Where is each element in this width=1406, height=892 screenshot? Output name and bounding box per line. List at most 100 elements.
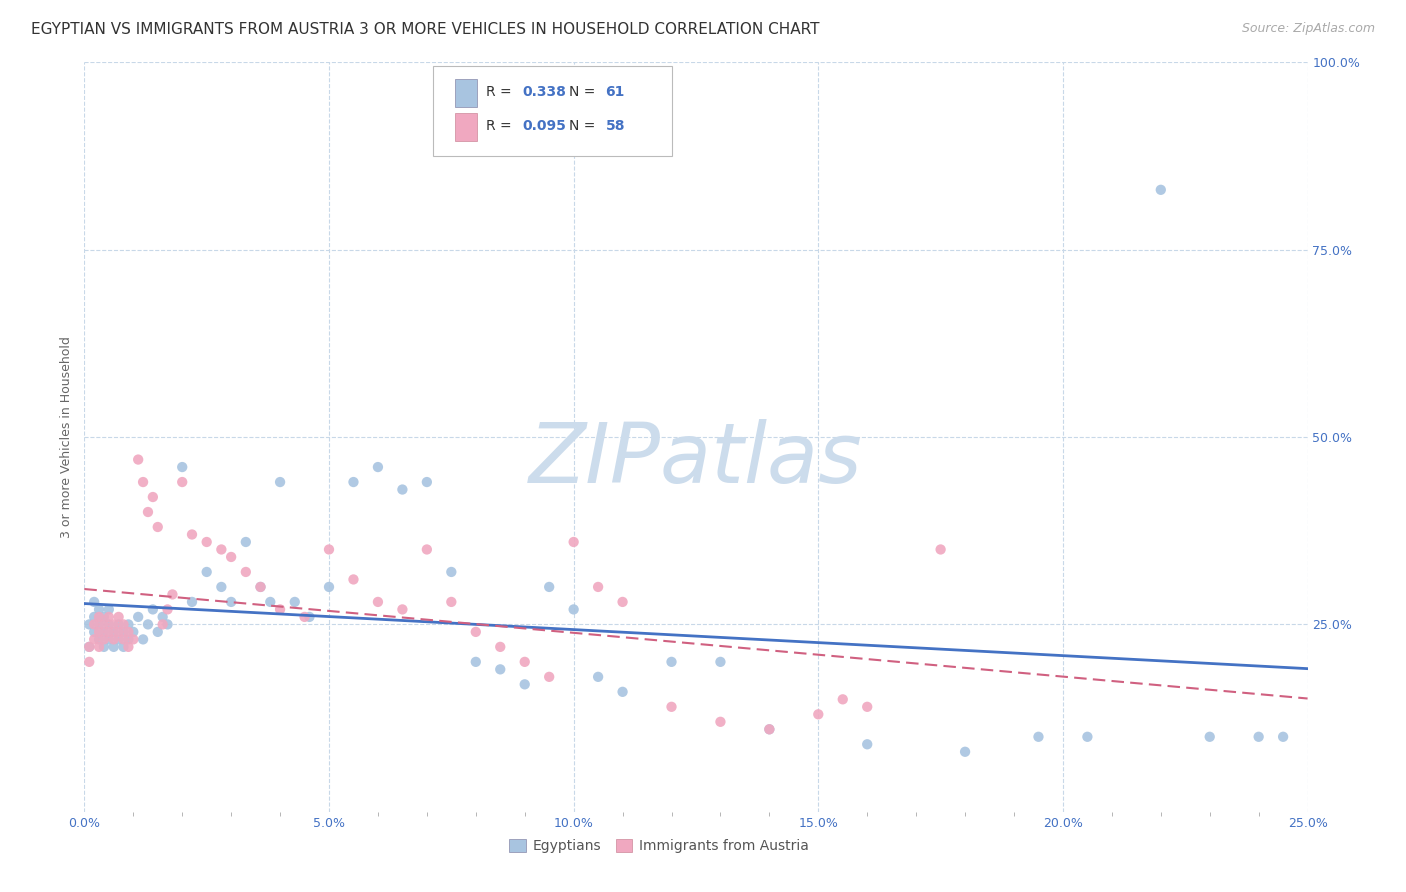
Point <box>172 460 194 475</box>
Point <box>162 587 184 601</box>
Text: Source: ZipAtlas.com: Source: ZipAtlas.com <box>1241 22 1375 36</box>
Point <box>929 542 952 557</box>
Point <box>97 632 120 647</box>
Point <box>112 617 135 632</box>
Point <box>562 602 585 616</box>
Point <box>87 640 110 654</box>
Point <box>156 602 179 616</box>
Point <box>77 617 100 632</box>
Point <box>87 632 110 647</box>
Point <box>1198 730 1220 744</box>
Point <box>142 490 165 504</box>
Point <box>586 580 609 594</box>
Point <box>209 542 232 557</box>
Point <box>807 707 830 722</box>
Point <box>416 475 439 489</box>
Point <box>562 535 585 549</box>
Point <box>318 580 340 594</box>
Point <box>284 595 307 609</box>
Text: N =: N = <box>569 85 599 99</box>
Point <box>342 573 364 587</box>
Point <box>416 542 439 557</box>
Point <box>117 624 139 639</box>
Point <box>513 677 536 691</box>
Point <box>294 610 316 624</box>
Point <box>235 535 257 549</box>
Point <box>107 632 129 647</box>
Point <box>87 602 110 616</box>
Point <box>136 505 159 519</box>
Point <box>107 610 129 624</box>
Text: ZIPatlas: ZIPatlas <box>529 419 863 500</box>
Legend: Egyptians, Immigrants from Austria: Egyptians, Immigrants from Austria <box>503 834 814 859</box>
Point <box>77 640 100 654</box>
Point <box>107 617 129 632</box>
Point <box>103 632 125 647</box>
Point <box>1272 730 1295 744</box>
Point <box>93 624 115 639</box>
Point <box>112 640 135 654</box>
Point <box>758 723 780 737</box>
Point <box>195 565 218 579</box>
Point <box>117 640 139 654</box>
Text: N =: N = <box>569 120 599 133</box>
Point <box>318 542 340 557</box>
Text: EGYPTIAN VS IMMIGRANTS FROM AUSTRIA 3 OR MORE VEHICLES IN HOUSEHOLD CORRELATION : EGYPTIAN VS IMMIGRANTS FROM AUSTRIA 3 OR… <box>31 22 820 37</box>
FancyBboxPatch shape <box>433 66 672 156</box>
Point <box>112 624 135 639</box>
Text: R =: R = <box>485 120 516 133</box>
Point <box>209 580 232 594</box>
Point <box>367 595 389 609</box>
Point <box>93 610 115 624</box>
Text: R =: R = <box>485 85 516 99</box>
Point <box>249 580 271 594</box>
Point <box>77 640 100 654</box>
Text: 0.095: 0.095 <box>522 120 567 133</box>
Point <box>152 617 174 632</box>
Point <box>127 610 149 624</box>
Point <box>142 602 165 616</box>
Point <box>298 610 321 624</box>
Point <box>367 460 389 475</box>
Point <box>181 595 204 609</box>
Point <box>235 565 257 579</box>
Point <box>103 640 125 654</box>
Point <box>112 632 135 647</box>
Point <box>97 624 120 639</box>
Point <box>117 632 139 647</box>
Point <box>181 527 204 541</box>
Point <box>87 617 110 632</box>
Point <box>1150 183 1173 197</box>
Point <box>269 475 291 489</box>
Point <box>93 632 115 647</box>
Point <box>538 670 561 684</box>
Point <box>219 595 242 609</box>
Point <box>661 655 683 669</box>
Point <box>464 655 486 669</box>
Point <box>1076 730 1098 744</box>
Text: 0.338: 0.338 <box>522 85 567 99</box>
Point <box>93 640 115 654</box>
Point <box>259 595 281 609</box>
Point <box>97 602 120 616</box>
Point <box>513 655 536 669</box>
Point <box>953 745 976 759</box>
Point <box>391 483 413 497</box>
Point <box>103 617 125 632</box>
Point <box>856 737 879 751</box>
Point <box>856 699 879 714</box>
Point <box>83 632 105 647</box>
Point <box>195 535 218 549</box>
Point <box>77 655 100 669</box>
Point <box>661 699 683 714</box>
Point <box>83 610 105 624</box>
Point <box>83 617 105 632</box>
Point <box>87 610 110 624</box>
Point <box>103 624 125 639</box>
Y-axis label: 3 or more Vehicles in Household: 3 or more Vehicles in Household <box>60 336 73 538</box>
Point <box>97 617 120 632</box>
Point <box>146 624 169 639</box>
Point <box>146 520 169 534</box>
Point <box>152 610 174 624</box>
Point <box>489 662 512 676</box>
